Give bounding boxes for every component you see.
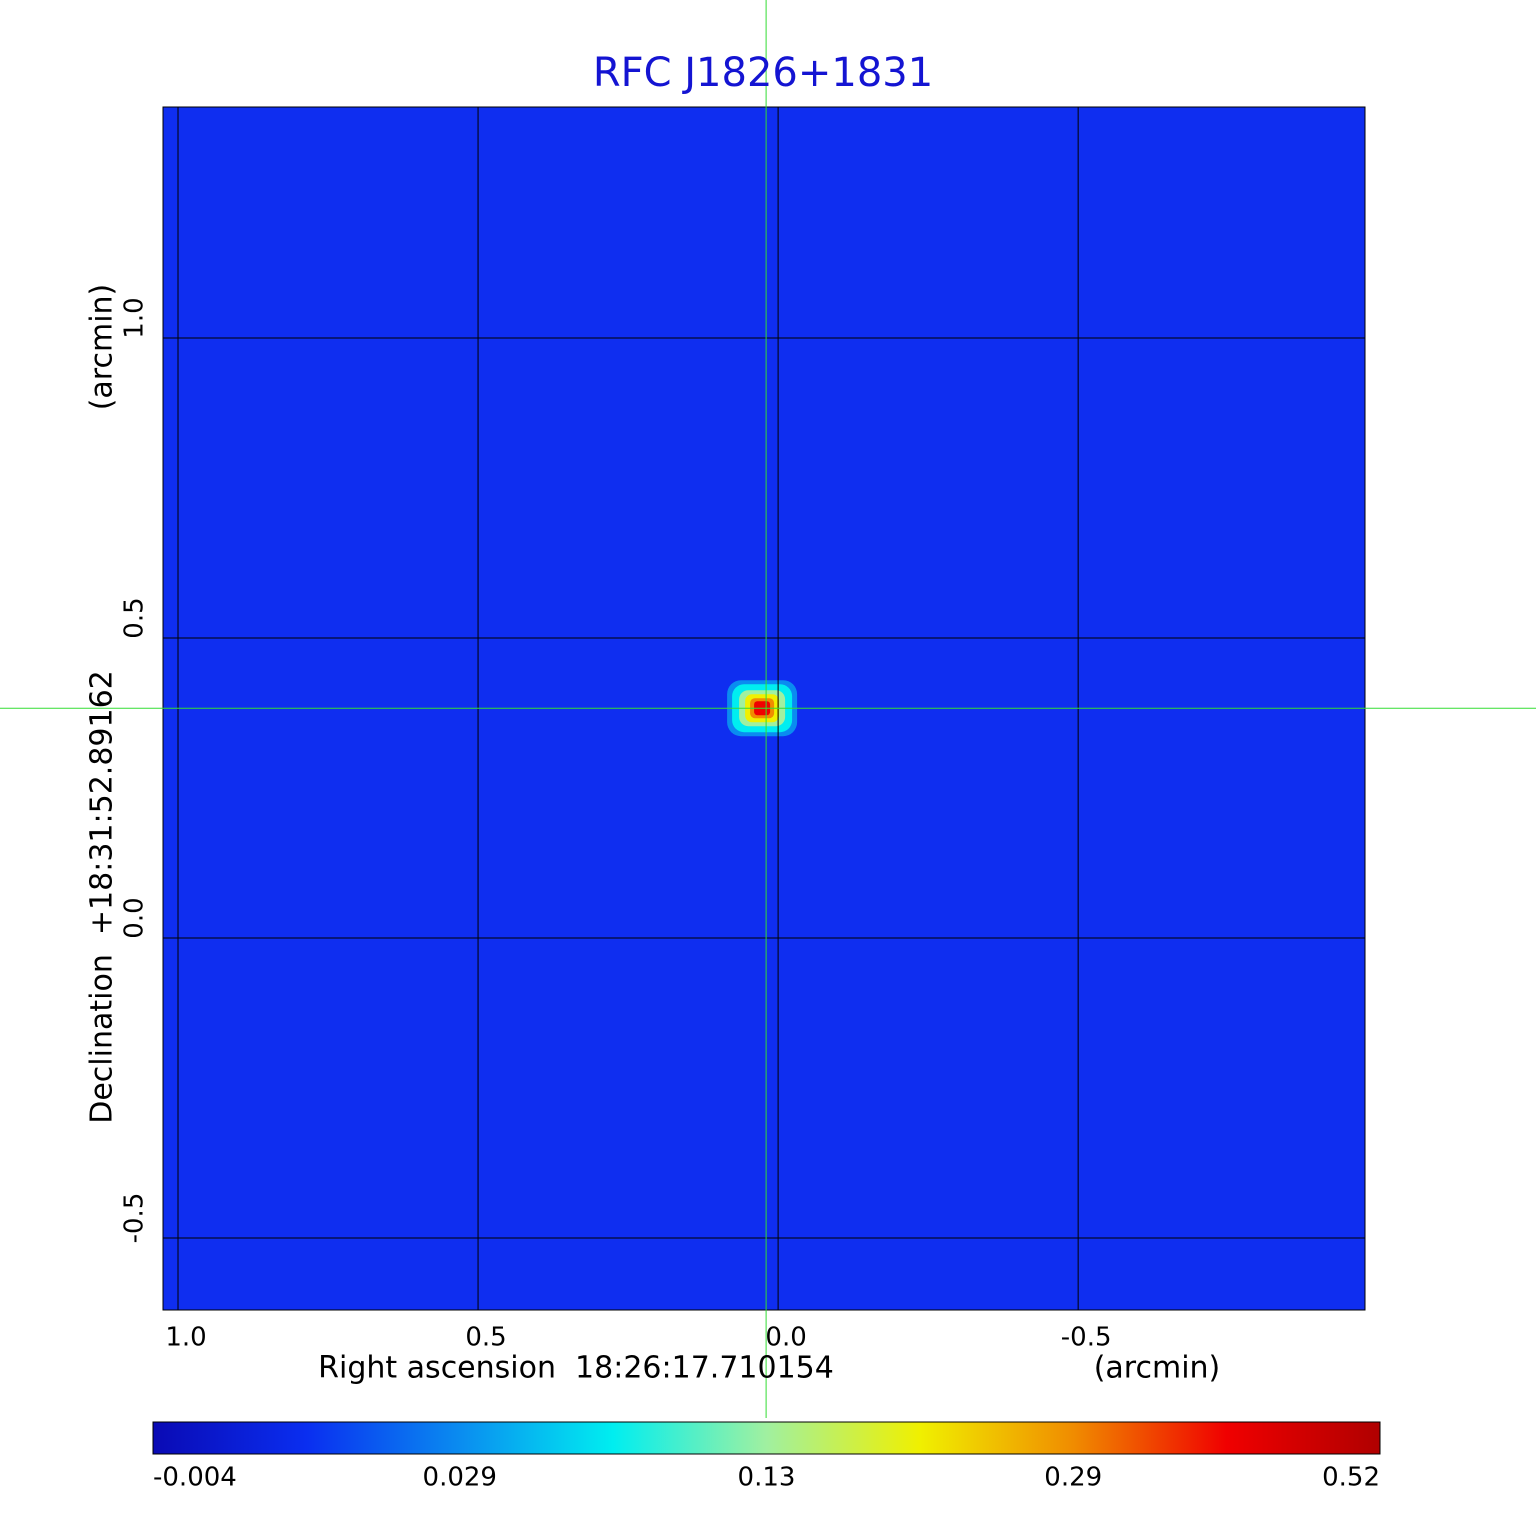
colorbar-tick-label: 0.029: [423, 1463, 497, 1493]
colorbar-tick-label: 0.13: [738, 1463, 796, 1493]
chart-title: RFC J1826+1831: [593, 50, 933, 96]
y-axis-unit: (arcmin): [85, 284, 120, 411]
x-tick-label: 0.5: [465, 1323, 506, 1353]
x-tick-label: 1.0: [165, 1323, 206, 1353]
x-tick-label: 0.0: [765, 1323, 806, 1353]
colorbar-tick-label: 0.29: [1044, 1463, 1102, 1493]
x-axis-unit: (arcmin): [1094, 1351, 1221, 1386]
colorbar: [152, 1421, 1381, 1455]
colorbar-tick-label: 0.52: [1322, 1463, 1380, 1493]
x-axis-label: Right ascension 18:26:17.710154: [318, 1351, 834, 1386]
y-tick-label: -0.5: [120, 1193, 150, 1244]
y-tick-label: 1.0: [120, 297, 150, 338]
x-tick-label: -0.5: [1061, 1323, 1112, 1353]
y-tick-label: 0.0: [120, 897, 150, 938]
y-tick-label: 0.5: [120, 597, 150, 638]
colorbar-tick-label: -0.004: [153, 1463, 237, 1493]
y-axis-label: Declination +18:31:52.89162: [85, 670, 120, 1124]
